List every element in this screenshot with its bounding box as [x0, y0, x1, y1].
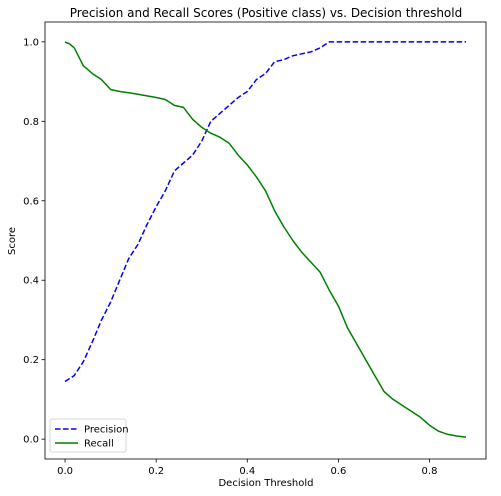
- plot-background: [45, 22, 486, 459]
- series-line-precision: [64, 41, 466, 383]
- legend-label-precision: Precision: [84, 425, 129, 436]
- plot-area: 0.0 0.2 0.4 0.6 0.8 0.0 0.2 0.4 0.6 0.8 1.0 Precis…: [23, 21, 487, 477]
- y-tick-label: 0.4: [23, 276, 39, 287]
- x-tick-label: 0.0: [57, 466, 73, 477]
- legend-label-recall: Recall: [84, 439, 114, 450]
- chart-title: Precision and Recall Scores (Positive cl…: [70, 6, 462, 20]
- x-axis-title: Decision Threshold: [218, 478, 313, 489]
- y-tick-label: 1.0: [23, 37, 39, 48]
- x-tick-label: 0.2: [148, 466, 164, 477]
- x-tick-label: 0.4: [239, 466, 255, 477]
- y-tick-label: 0.6: [23, 196, 39, 207]
- y-tick-label: 0.0: [23, 435, 39, 446]
- legend: Precision Recall: [49, 418, 129, 453]
- axes-layer: 0.0 0.2 0.4 0.6 0.8 0.0 0.2 0.4 0.6 0.8 1.0: [23, 21, 487, 477]
- axes-frame: [44, 21, 487, 460]
- series-layer: [64, 41, 467, 438]
- x-tick-label: 0.6: [330, 466, 346, 477]
- series-line-recall: [64, 41, 467, 438]
- y-axis-title: Score: [7, 227, 18, 255]
- y-tick-label: 0.2: [23, 355, 39, 366]
- x-tick-label: 0.8: [422, 466, 438, 477]
- y-tick-label: 0.8: [23, 117, 39, 128]
